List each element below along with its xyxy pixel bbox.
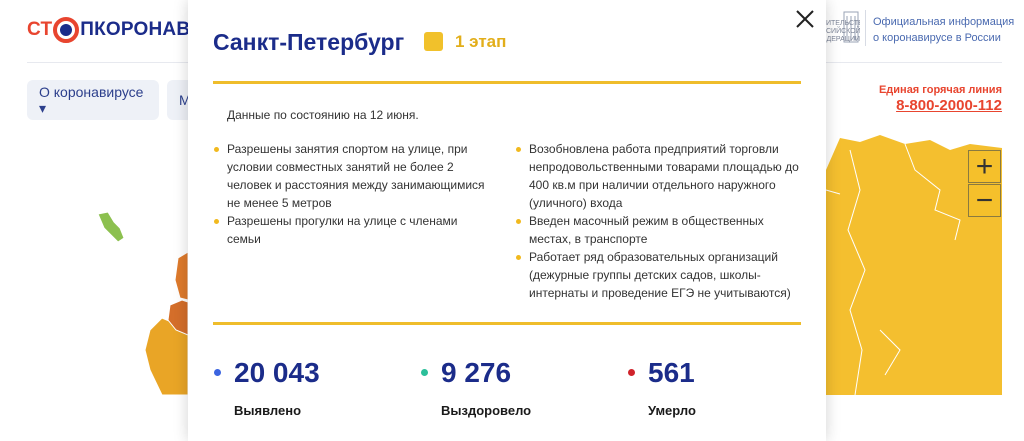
map-region-border-4 <box>825 189 841 195</box>
hotline-label: Единая горячая линия <box>878 84 1002 96</box>
stage-label: 1 этап <box>455 32 507 51</box>
map-zoom-out-button[interactable]: − <box>968 184 1001 217</box>
rule-item: Введен масочный режим в общественных мес… <box>516 212 806 248</box>
stat-label: Выздоровело <box>441 403 532 418</box>
modal-divider-mid <box>213 322 801 325</box>
stat-dot-icon <box>628 369 635 376</box>
gov-info-link[interactable]: Официальная информация о коронавирусе в … <box>873 14 1014 46</box>
stat-value: 561 <box>648 357 695 388</box>
stat-value: 9 276 <box>441 357 512 388</box>
map-region-border-2 <box>904 143 961 241</box>
map-region-west-orange-1 <box>174 251 189 301</box>
stat-label: Выявлено <box>234 403 302 418</box>
region-title: Санкт-Петербург <box>213 29 405 55</box>
map-zoom-in-button[interactable]: + <box>968 150 1001 183</box>
stat-dot-icon <box>421 369 428 376</box>
map-region-border-1 <box>847 149 866 396</box>
gov-divider <box>865 10 866 46</box>
nav-about-dropdown[interactable]: О коронавирусе ▾ <box>27 80 159 120</box>
modal-divider-top <box>213 81 801 84</box>
rule-item: Работает ряд образовательных организаций… <box>516 248 806 302</box>
rule-item: Возобновлена работа предприятий торговли… <box>516 140 806 212</box>
map-region-border-3 <box>879 329 901 376</box>
close-icon[interactable] <box>794 8 816 30</box>
logo-prefix: СТ <box>27 19 53 40</box>
map-region-east-yellow <box>826 135 1002 395</box>
stat-label: Умерло <box>648 403 696 418</box>
hotline-number-link[interactable]: 8-800-2000-112 <box>896 97 1002 114</box>
site-logo[interactable]: СТ ПКОРОНАВИ <box>27 14 204 46</box>
government-building-icon <box>843 11 859 43</box>
rule-item: Разрешены занятия спортом на улице, при … <box>214 140 489 212</box>
stat-dot-icon <box>214 369 221 376</box>
stat-value: 20 043 <box>234 357 320 388</box>
gov-info-line2: о коронавирусе в России <box>873 32 1001 44</box>
data-date: Данные по состоянию на 12 июня. <box>227 108 419 122</box>
gov-info-line1: Официальная информация <box>873 16 1015 28</box>
rules-list-left: Разрешены занятия спортом на улице, при … <box>214 140 489 248</box>
rules-list-right: Возобновлена работа предприятий торговли… <box>516 140 806 302</box>
map-region-green <box>97 211 125 243</box>
stage-indicator-icon <box>424 32 443 51</box>
virus-stop-icon <box>53 17 80 43</box>
russia-regions-map[interactable] <box>0 130 1024 441</box>
region-info-modal: Санкт-Петербург 1 этап Данные по состоян… <box>188 0 826 441</box>
gov-emblem-text: ИТЕЛЬСТВО СИЙСКОЙ ДЕРАЦИИ <box>826 20 860 43</box>
rule-item: Разрешены прогулки на улице с членами се… <box>214 212 489 248</box>
logo-suffix: ПКОРОНАВИ <box>80 19 205 40</box>
